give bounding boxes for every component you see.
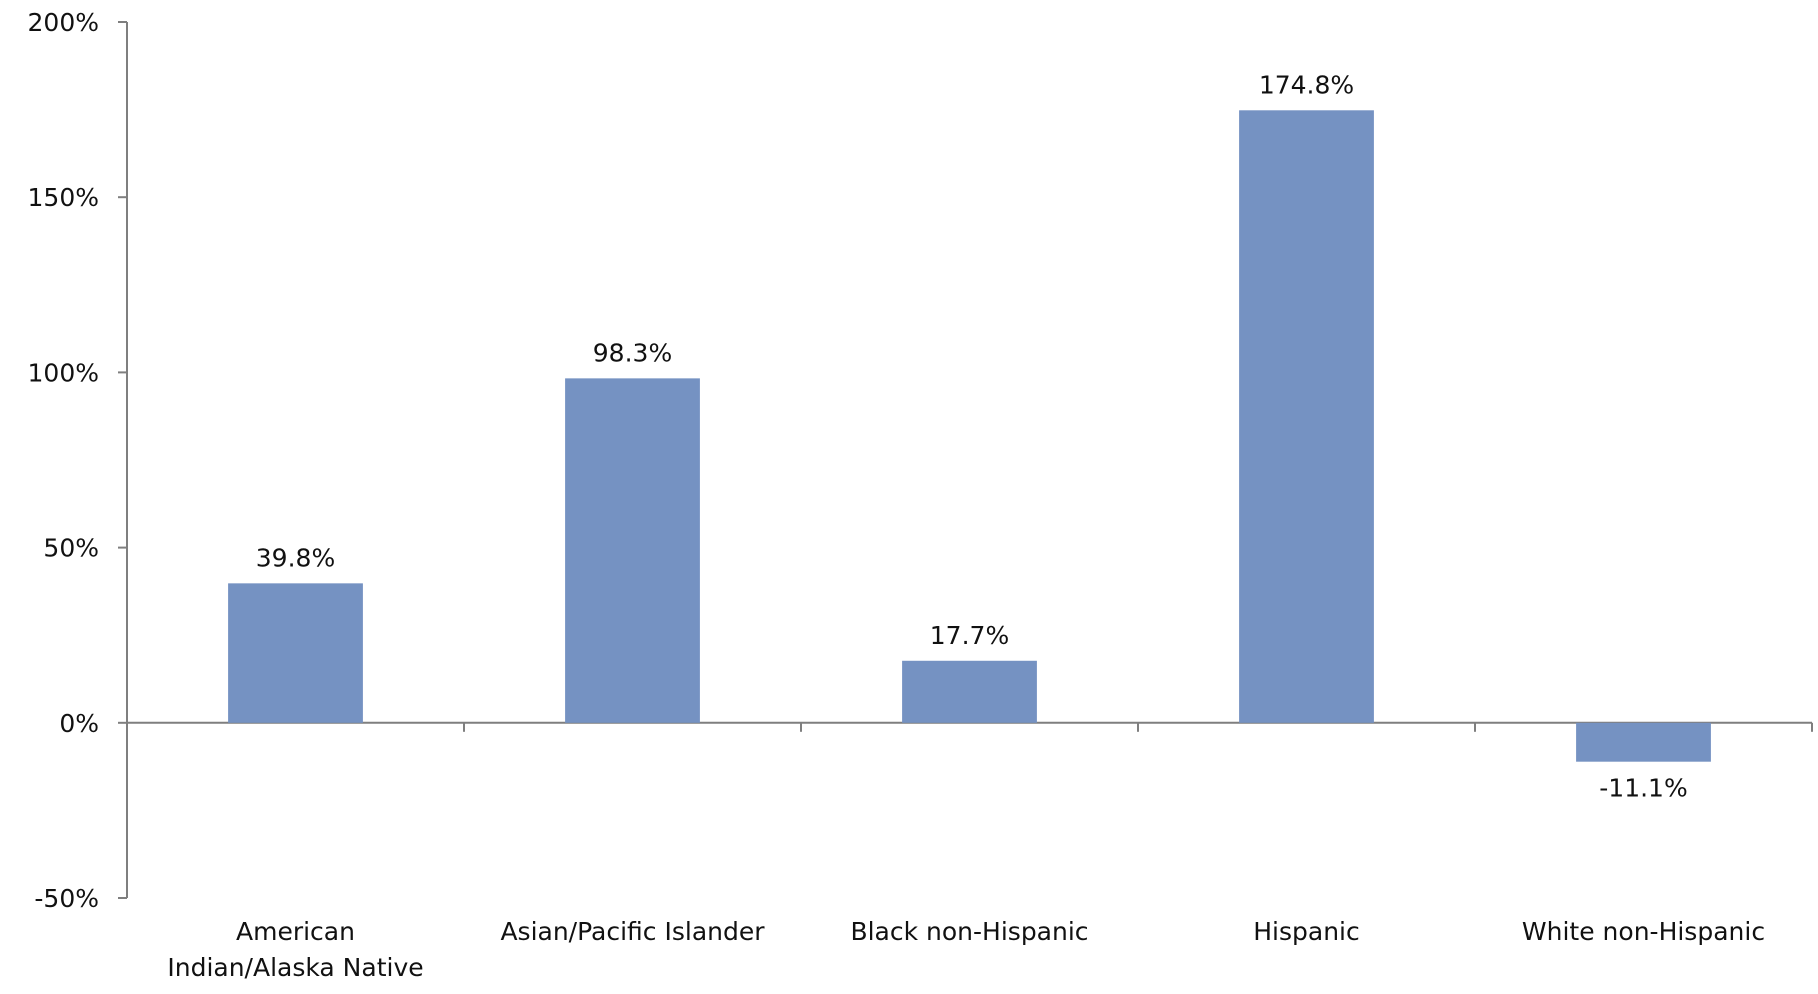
y-tick-label: 200%	[28, 8, 99, 37]
y-tick-label: 0%	[59, 709, 99, 738]
data-label: 98.3%	[593, 338, 672, 367]
category-label-line: White non-Hispanic	[1522, 917, 1765, 946]
category-label: White non-Hispanic	[1522, 917, 1765, 946]
labels: -50% 0% 50% 100% 150% 200% 39.8% American Indian…	[28, 8, 1766, 982]
bar	[1576, 722, 1711, 762]
bar	[902, 660, 1037, 723]
axes	[118, 21, 1813, 899]
data-label: 17.7%	[930, 621, 1009, 650]
bar	[1239, 110, 1374, 723]
category-label: Hispanic	[1253, 917, 1360, 946]
y-tick-label: 100%	[28, 358, 99, 387]
category-label-line: Hispanic	[1253, 917, 1360, 946]
y-tick-label: 150%	[28, 183, 99, 212]
data-label: -11.1%	[1599, 774, 1687, 803]
data-label: 39.8%	[256, 543, 335, 572]
bar	[228, 583, 363, 723]
category-label: American Indian/Alaska Native	[167, 917, 423, 982]
category-label-line: Asian/Pacific Islander	[500, 917, 765, 946]
category-label: Asian/Pacific Islander	[500, 917, 765, 946]
category-label-line: Black non-Hispanic	[850, 917, 1088, 946]
category-label-line: Indian/Alaska Native	[167, 953, 423, 982]
bars	[228, 110, 1711, 762]
y-tick-label: -50%	[34, 884, 99, 913]
category-label-line: American	[236, 917, 355, 946]
category-label: Black non-Hispanic	[850, 917, 1088, 946]
y-tick-label: 50%	[43, 534, 99, 563]
data-label: 174.8%	[1259, 70, 1354, 99]
bar	[565, 378, 700, 723]
